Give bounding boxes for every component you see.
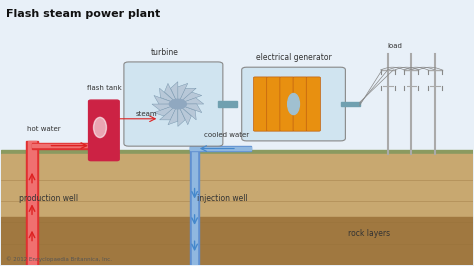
Text: injection well: injection well bbox=[198, 194, 248, 203]
Bar bbox=[28, 141, 36, 265]
Bar bbox=[192, 141, 197, 265]
Ellipse shape bbox=[93, 117, 107, 138]
Polygon shape bbox=[171, 82, 178, 104]
FancyBboxPatch shape bbox=[280, 77, 294, 131]
Text: rock layers: rock layers bbox=[348, 228, 390, 238]
Polygon shape bbox=[168, 104, 178, 125]
Bar bbox=[27, 141, 37, 265]
FancyBboxPatch shape bbox=[124, 62, 223, 146]
FancyBboxPatch shape bbox=[254, 77, 268, 131]
Bar bbox=[1, 154, 473, 265]
Polygon shape bbox=[152, 104, 178, 111]
Text: production well: production well bbox=[19, 194, 78, 203]
FancyBboxPatch shape bbox=[306, 77, 320, 131]
Bar bbox=[341, 102, 359, 106]
Polygon shape bbox=[178, 104, 196, 120]
Polygon shape bbox=[178, 88, 196, 104]
Text: © 2012 Encyclopaedia Britannica, Inc.: © 2012 Encyclopaedia Britannica, Inc. bbox=[6, 256, 112, 262]
FancyBboxPatch shape bbox=[293, 77, 307, 131]
FancyBboxPatch shape bbox=[242, 67, 346, 141]
Bar bbox=[1, 217, 473, 265]
FancyBboxPatch shape bbox=[89, 100, 119, 161]
Text: steam: steam bbox=[136, 111, 157, 117]
Bar bbox=[218, 101, 237, 107]
Bar bbox=[32, 143, 108, 149]
Ellipse shape bbox=[288, 94, 300, 115]
Text: Flash steam power plant: Flash steam power plant bbox=[6, 9, 160, 19]
Text: cooled water: cooled water bbox=[204, 132, 249, 138]
Polygon shape bbox=[178, 92, 202, 104]
Text: hot water: hot water bbox=[27, 126, 61, 132]
Text: electrical generator: electrical generator bbox=[255, 53, 331, 62]
Polygon shape bbox=[178, 97, 204, 104]
Polygon shape bbox=[154, 95, 178, 104]
Bar bbox=[32, 144, 108, 147]
Bar bbox=[1, 1, 473, 154]
Bar bbox=[190, 147, 251, 150]
Polygon shape bbox=[178, 104, 191, 125]
Text: load: load bbox=[387, 43, 402, 49]
Polygon shape bbox=[178, 104, 185, 126]
Polygon shape bbox=[160, 104, 178, 120]
Polygon shape bbox=[178, 104, 202, 113]
Polygon shape bbox=[178, 83, 188, 104]
Polygon shape bbox=[160, 88, 178, 104]
Bar bbox=[190, 146, 251, 151]
FancyBboxPatch shape bbox=[267, 77, 281, 131]
Circle shape bbox=[169, 99, 186, 109]
Bar bbox=[190, 141, 199, 265]
Polygon shape bbox=[164, 83, 178, 104]
Bar bbox=[1, 150, 473, 158]
Text: turbine: turbine bbox=[150, 48, 178, 57]
Text: flash tank: flash tank bbox=[86, 85, 121, 91]
Polygon shape bbox=[154, 104, 178, 116]
